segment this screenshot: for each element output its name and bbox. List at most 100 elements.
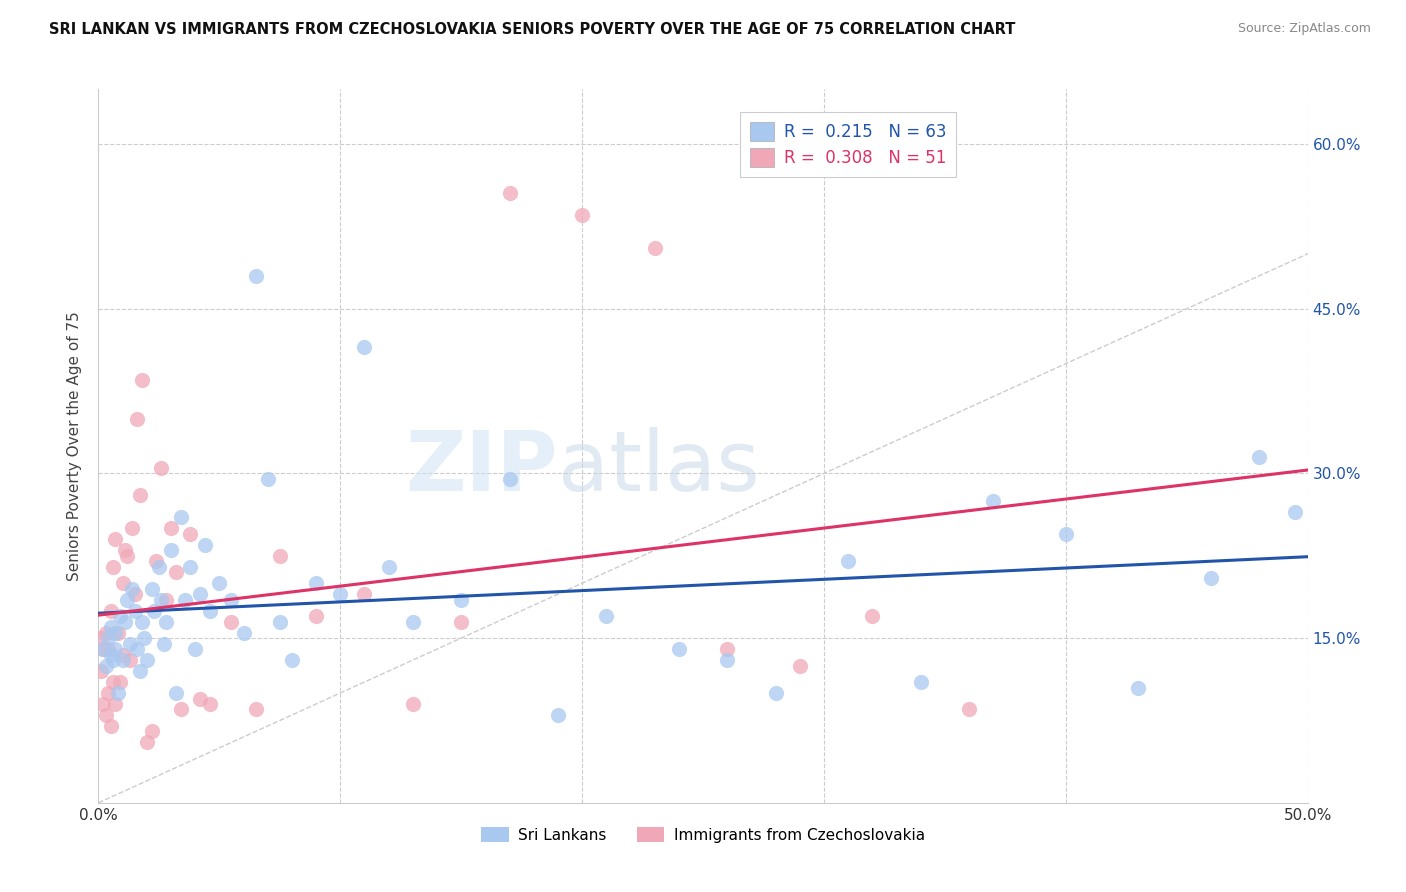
Point xyxy=(145,554,167,568)
Point xyxy=(124,604,146,618)
Point xyxy=(94,625,117,640)
Point xyxy=(269,615,291,629)
Point xyxy=(160,543,183,558)
Point xyxy=(450,615,472,629)
Point xyxy=(100,648,122,662)
Point xyxy=(402,697,425,711)
Point xyxy=(188,691,211,706)
Point xyxy=(134,631,156,645)
Point xyxy=(104,697,127,711)
Point xyxy=(124,587,146,601)
Point xyxy=(837,554,859,568)
Point xyxy=(90,631,112,645)
Point xyxy=(1284,505,1306,519)
Point xyxy=(595,609,617,624)
Point xyxy=(165,686,187,700)
Point xyxy=(245,268,267,283)
Point xyxy=(91,697,114,711)
Point xyxy=(547,708,569,723)
Point xyxy=(269,549,291,563)
Point xyxy=(114,543,136,558)
Point xyxy=(198,604,221,618)
Point xyxy=(716,653,738,667)
Point xyxy=(377,559,399,574)
Point xyxy=(668,642,690,657)
Point xyxy=(104,625,127,640)
Point xyxy=(141,724,163,739)
Point xyxy=(108,609,131,624)
Point xyxy=(135,653,157,667)
Point xyxy=(329,587,352,601)
Point xyxy=(111,648,134,662)
Point xyxy=(232,625,254,640)
Point xyxy=(198,697,221,711)
Point xyxy=(118,637,141,651)
Point xyxy=(94,708,117,723)
Point xyxy=(789,658,811,673)
Point xyxy=(97,631,120,645)
Point xyxy=(128,488,150,502)
Point xyxy=(94,658,117,673)
Point xyxy=(97,642,120,657)
Point xyxy=(127,411,149,425)
Point xyxy=(353,587,375,601)
Point xyxy=(101,653,124,667)
Point xyxy=(1199,571,1222,585)
Point xyxy=(97,686,120,700)
Point xyxy=(155,592,177,607)
Point xyxy=(121,521,143,535)
Legend: Sri Lankans, Immigrants from Czechoslovakia: Sri Lankans, Immigrants from Czechoslova… xyxy=(475,821,931,848)
Point xyxy=(101,559,124,574)
Point xyxy=(174,592,197,607)
Y-axis label: Seniors Poverty Over the Age of 75: Seniors Poverty Over the Age of 75 xyxy=(67,311,83,581)
Point xyxy=(644,241,666,255)
Point xyxy=(910,675,932,690)
Point xyxy=(90,664,112,678)
Point xyxy=(165,566,187,580)
Point xyxy=(150,592,173,607)
Point xyxy=(150,461,173,475)
Point xyxy=(353,340,375,354)
Point xyxy=(305,576,328,591)
Point xyxy=(141,582,163,596)
Point xyxy=(256,472,278,486)
Point xyxy=(160,521,183,535)
Point xyxy=(135,735,157,749)
Text: Source: ZipAtlas.com: Source: ZipAtlas.com xyxy=(1237,22,1371,36)
Point xyxy=(155,615,177,629)
Point xyxy=(194,538,217,552)
Point xyxy=(188,587,211,601)
Point xyxy=(148,559,170,574)
Point xyxy=(114,615,136,629)
Point xyxy=(1249,450,1271,464)
Point xyxy=(765,686,787,700)
Point xyxy=(107,625,129,640)
Point xyxy=(981,494,1004,508)
Point xyxy=(101,675,124,690)
Point xyxy=(169,510,191,524)
Point xyxy=(498,186,520,201)
Point xyxy=(152,637,174,651)
Point xyxy=(221,592,243,607)
Point xyxy=(450,592,472,607)
Point xyxy=(245,702,267,716)
Point xyxy=(498,472,520,486)
Point xyxy=(108,675,131,690)
Point xyxy=(143,604,166,618)
Point xyxy=(118,653,141,667)
Point xyxy=(117,549,139,563)
Point xyxy=(281,653,304,667)
Point xyxy=(100,620,122,634)
Point xyxy=(128,664,150,678)
Point xyxy=(221,615,243,629)
Point xyxy=(107,686,129,700)
Point xyxy=(111,576,134,591)
Point xyxy=(104,642,127,657)
Point xyxy=(121,582,143,596)
Point xyxy=(91,642,114,657)
Text: atlas: atlas xyxy=(558,427,759,508)
Point xyxy=(131,373,153,387)
Point xyxy=(100,719,122,733)
Point xyxy=(169,702,191,716)
Point xyxy=(184,642,207,657)
